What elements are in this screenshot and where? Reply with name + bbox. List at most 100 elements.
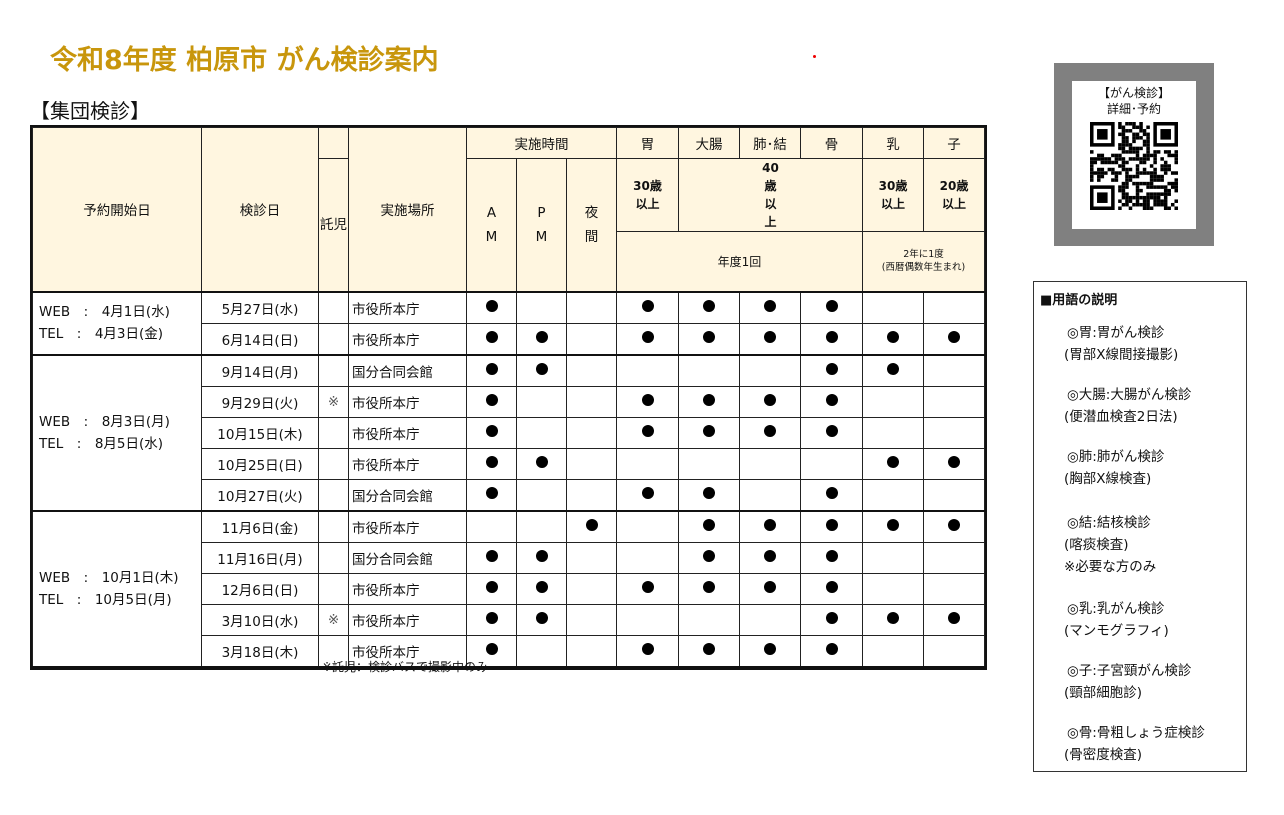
dot-mark (485, 486, 498, 499)
exam-date: 12月6日(日) (201, 572, 319, 605)
cell-am (466, 634, 517, 668)
childcare-mark (318, 354, 349, 387)
childcare-mark (318, 478, 349, 512)
childcare-mark: ※ (318, 603, 349, 636)
cell-pm (516, 354, 567, 387)
exam-date: 10月27日(火) (201, 478, 319, 512)
cell-am (466, 354, 517, 387)
dot-mark (485, 455, 498, 468)
freq-biennial: 2年に1度 (西暦偶数年生まれ) (862, 231, 985, 293)
table-row: 10月27日(火) 国分合同会館 (33, 478, 985, 512)
cell-night (566, 478, 617, 512)
qr-label-2: 詳細･予約 (1106, 102, 1161, 116)
header-reserve: 予約開始日 (32, 127, 202, 293)
header-stomach: 胃 (616, 127, 679, 159)
exam-date: 3月10日(水) (201, 603, 319, 636)
cell-night (566, 416, 617, 449)
childcare-mark (318, 541, 349, 574)
dot-mark (825, 642, 838, 655)
cell-colon (678, 354, 740, 387)
cell-lung (739, 510, 801, 543)
dot-mark (825, 611, 838, 624)
table-row: WEB : 8月3日(月) TEL : 8月5日(水) 9月14日(月) 国分合同会館 (32, 354, 985, 512)
legend-item: ◎大腸:大腸がん検診 (1067, 387, 1192, 403)
dot-mark (535, 549, 548, 562)
cell-stomach (616, 478, 679, 512)
qr-panel: 【がん検診】 詳細･予約 (1054, 63, 1214, 246)
header-place: 実施場所 (348, 127, 467, 293)
cell-cervix (923, 541, 985, 574)
dot-mark (641, 486, 654, 499)
legend-item: ◎子:子宮頸がん検診 (1067, 663, 1192, 679)
exam-place: 市役所本庁 (348, 447, 467, 480)
cell-stomach (616, 416, 679, 449)
table-row: 9月29日(火) ※ 市役所本庁 (33, 385, 985, 418)
dot-mark (535, 611, 548, 624)
cell-bone (800, 354, 863, 387)
qr-code[interactable] (1083, 122, 1185, 210)
dot-mark (585, 518, 598, 531)
exam-place: 市役所本庁 (348, 291, 467, 324)
dot-mark (485, 424, 498, 437)
childcare-mark (318, 510, 349, 543)
cell-colon (678, 603, 740, 636)
dot-mark (764, 330, 776, 343)
cell-night (566, 291, 617, 324)
legend-item: (喀痰検査) (1064, 537, 1129, 553)
cell-am (466, 510, 517, 543)
dot-mark (703, 518, 715, 531)
cell-colon (678, 291, 740, 324)
cell-pm (516, 322, 567, 356)
cell-breast (862, 322, 924, 356)
cell-night (566, 354, 617, 387)
dot-mark (887, 518, 899, 531)
cell-cervix (923, 416, 985, 449)
cell-pm (516, 385, 567, 418)
cell-pm (516, 447, 567, 480)
red-dot (813, 55, 816, 58)
exam-date: 9月14日(月) (201, 354, 319, 387)
age-breast: 30歳 以上 (862, 158, 924, 232)
cell-stomach (616, 634, 679, 668)
cell-colon (678, 385, 740, 418)
childcare-note: ※託児：検診バスで撮影中のみ (322, 660, 489, 674)
dot-mark (641, 393, 654, 406)
cell-colon (678, 478, 740, 512)
cell-colon (678, 322, 740, 356)
cell-night (566, 603, 617, 636)
age-40: 40歳 以上 (678, 158, 863, 232)
exam-place: 市役所本庁 (348, 322, 467, 356)
exam-place: 国分合同会館 (348, 541, 467, 574)
dot-mark (485, 580, 498, 593)
cell-lung (739, 385, 801, 418)
dot-mark (887, 455, 899, 468)
cell-bone (800, 541, 863, 574)
cell-colon (678, 541, 740, 574)
tel-date: TEL : 10月5日(月) (39, 591, 172, 608)
exam-place: 市役所本庁 (348, 603, 467, 636)
cell-bone (800, 385, 863, 418)
cell-cervix (923, 603, 985, 636)
cell-cervix (923, 634, 985, 668)
cell-night (566, 634, 617, 668)
dot-mark (825, 299, 838, 312)
dot-mark (485, 611, 498, 624)
header-bone: 骨 (800, 127, 863, 159)
cell-night (566, 385, 617, 418)
exam-date: 5月27日(水) (201, 291, 319, 324)
cell-cervix (923, 291, 985, 324)
cell-bone (800, 416, 863, 449)
dot-mark (948, 455, 960, 468)
header-pm: P M (516, 158, 567, 293)
cell-breast (862, 416, 924, 449)
childcare-mark: ※ (318, 385, 349, 418)
header-time: 実施時間 (466, 127, 617, 159)
cell-night (566, 510, 617, 543)
header-night: 夜 間 (566, 158, 617, 293)
exam-date: 11月6日(金) (201, 510, 319, 543)
legend-item: ※必要な方のみ (1064, 559, 1157, 575)
table-row: WEB : 4月1日(水) TEL : 4月3日(金) 5月27日(水) 市役所本庁 (32, 291, 985, 356)
dot-mark (764, 642, 776, 655)
cell-bone (800, 634, 863, 668)
dot-mark (703, 486, 715, 499)
